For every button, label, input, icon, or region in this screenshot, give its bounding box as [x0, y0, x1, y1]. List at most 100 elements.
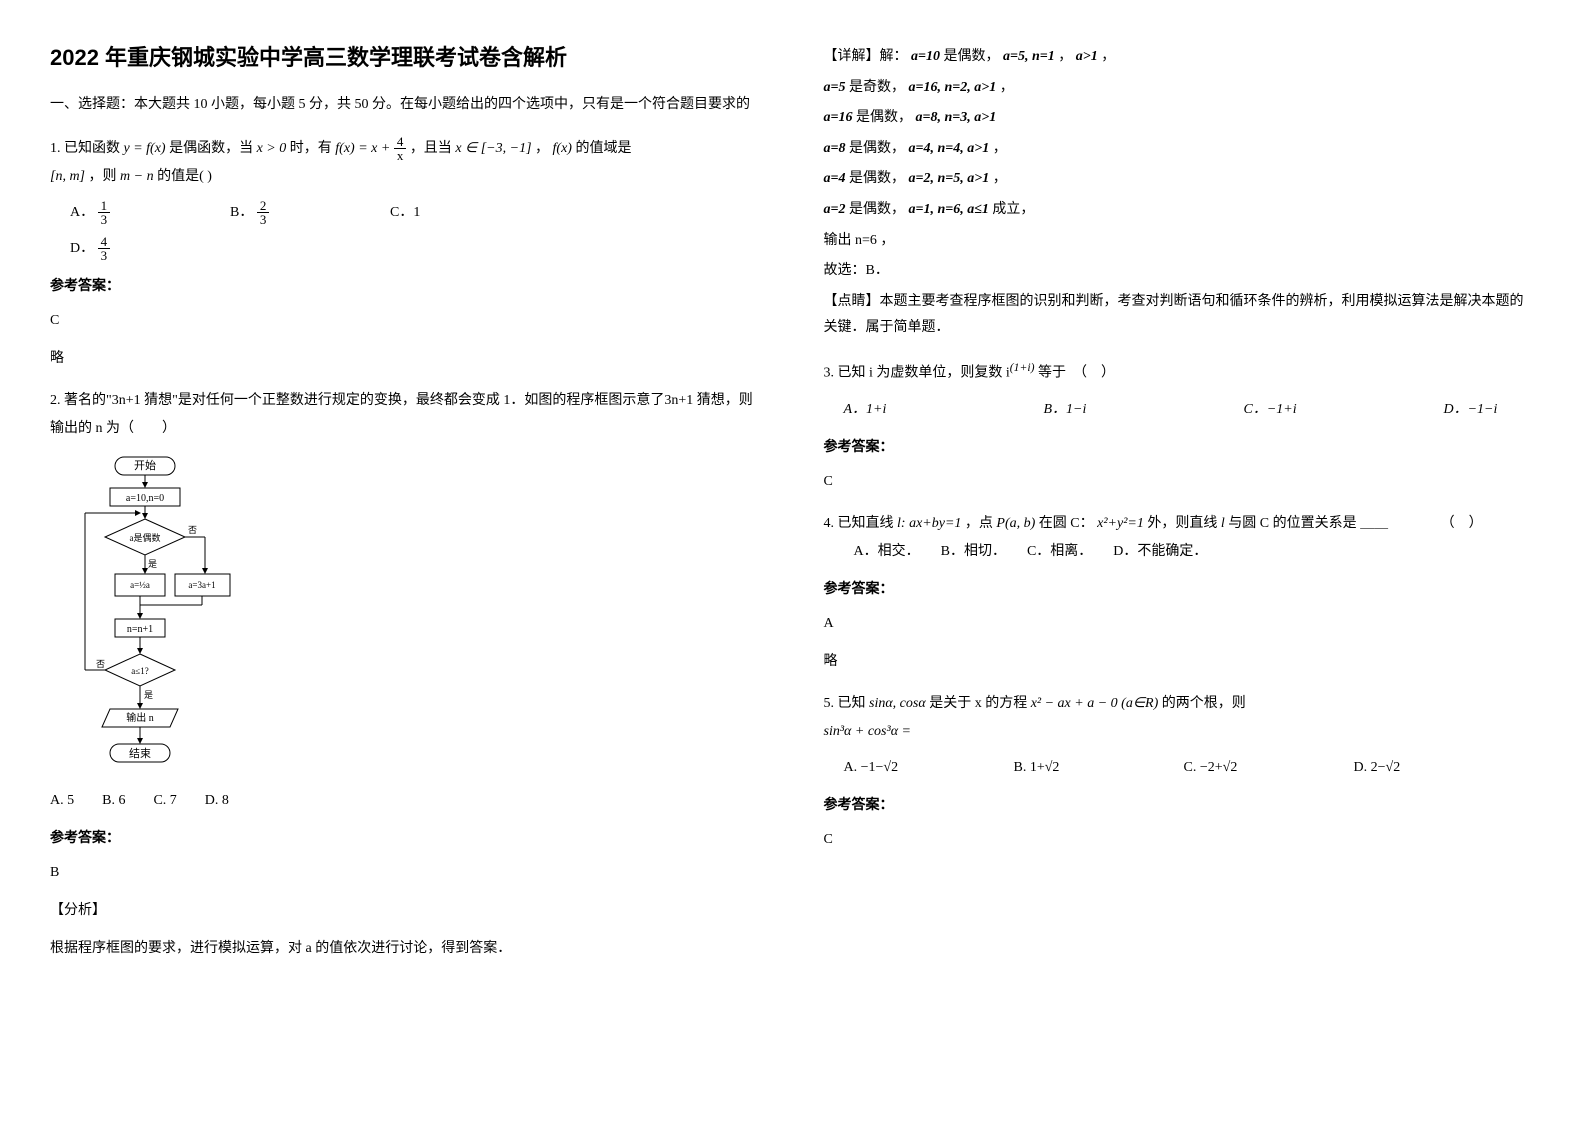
q4-answer-label: 参考答案： [824, 576, 1538, 604]
detail-line6: a=2 是偶数， a=1, n=6, a≤1 成立， [824, 197, 1538, 224]
q1-optD-den: 3 [98, 249, 111, 262]
q1-mid2: 时，有 [290, 141, 332, 156]
q5-optC: C. −2+√2 [1184, 754, 1264, 782]
d-s3a: a=16 [824, 110, 853, 125]
q1-cond2: x ∈ [−3, −1] [455, 141, 531, 156]
q4-l2: l [1221, 516, 1225, 531]
q1-mid3: ，且当 [410, 141, 452, 156]
d-s3c: a=8, n=3, a>1 [915, 110, 996, 125]
q1-optC: C．1 [390, 199, 470, 227]
svg-text:是: 是 [144, 690, 153, 700]
q1-optD-num: 4 [98, 235, 111, 249]
detail-label: 【详解】解： [824, 49, 908, 64]
detail-line4: a=8 是偶数， a=4, n=4, a>1 ， [824, 136, 1538, 163]
q5-optA: A. −1−√2 [844, 754, 924, 782]
d-s6c: a=1, n=6, a≤1 [908, 202, 988, 217]
q1-feq: y = f(x) [124, 141, 166, 156]
d-s5b: 是偶数， [849, 171, 905, 186]
q1-l2d: 的值是( ) [157, 169, 212, 184]
q1-text: 1. 已知函数 y = f(x) 是偶函数，当 x > 0 时，有 f(x) =… [50, 135, 764, 163]
q5-text-a: 5. 已知 [824, 696, 866, 711]
q1-options-row1: A． 13 B． 23 C．1 [50, 199, 764, 227]
d-s6b: 是偶数， [849, 202, 905, 217]
q1-optA-label: A． [70, 205, 94, 220]
d-s6a: a=2 [824, 202, 846, 217]
detail-comment-label: 【点睛】 [824, 294, 880, 309]
q5-options: A. −1−√2 B. 1+√2 C. −2+√2 D. 2−√2 [824, 754, 1538, 782]
svg-text:a是偶数: a是偶数 [130, 532, 161, 543]
q4-text-c: 在圆 C： [1039, 516, 1094, 531]
q4-text-a: 4. 已知直线 [824, 516, 894, 531]
detail-comment-text: 本题主要考查程序框图的识别和判断，考查对判断语句和循环条件的辨析，利用模拟运算法… [824, 294, 1524, 336]
d-s4b: 是偶数， [849, 141, 905, 156]
q2-answer-label: 参考答案： [50, 825, 764, 853]
q1-options-row2: D． 43 [50, 235, 764, 263]
right-column: 【详解】解： a=10 是偶数， a=5, n=1 ， a>1 ， a=5 是奇… [824, 40, 1538, 977]
q1-frac-num: 4 [394, 135, 407, 149]
d-s1b: 是偶数， [943, 49, 999, 64]
d-s6d: 成立， [992, 202, 1034, 217]
q1-optD: D． 43 [70, 235, 150, 263]
q1-frac: 4x [394, 135, 407, 162]
d-s2d: ， [1000, 80, 1014, 95]
q3-answer-label: 参考答案： [824, 434, 1538, 462]
q1-frac-den: x [394, 149, 407, 162]
flowchart: 开始 a=10,n=0 a是偶数 否 是 a=½a [70, 455, 250, 775]
section-header: 一、选择题：本大题共 10 小题，每小题 5 分，共 50 分。在每小题给出的四… [50, 92, 764, 117]
q1-optB-den: 3 [257, 213, 270, 226]
q2-analysis: 根据程序框图的要求，进行模拟运算，对 a 的值依次进行讨论，得到答案． [50, 935, 764, 963]
q1-optD-frac: 43 [98, 235, 111, 262]
d-s1a: a=10 [911, 49, 940, 64]
q4-opts: A．相交． B．相切． C．相离． D．不能确定． [824, 538, 1538, 566]
q5-text: 5. 已知 sinα, cosα 是关于 x 的方程 x² − ax + a −… [824, 690, 1538, 718]
page-container: 2022 年重庆钢城实验中学高三数学理联考试卷含解析 一、选择题：本大题共 10… [50, 40, 1537, 977]
q1-optB-frac: 23 [257, 199, 270, 226]
q3-text: 3. 已知 i 为虚数单位，则复数 i(1+i) 等于 （ ） [824, 356, 1538, 388]
q4-text: 4. 已知直线 l: ax+by=1 ，点 P(a, b) 在圆 C： x²+y… [824, 510, 1538, 538]
q3-optC: C．−1+i [1244, 396, 1324, 424]
q1-mid1: 是偶函数，当 [169, 141, 253, 156]
q5-optD: D. 2−√2 [1354, 754, 1434, 782]
q3-optA: A．1+i [844, 396, 924, 424]
q4-eq2: x²+y²=1 [1097, 516, 1144, 531]
q1-answer-label: 参考答案： [50, 273, 764, 301]
d-s1c: a=5, n=1 [1003, 49, 1055, 64]
q3-options: A．1+i B．1−i C．−1+i D．−1−i [824, 396, 1538, 424]
q1-optB-label: B． [230, 205, 253, 220]
q2-text: 2. 著名的"3n+1 猜想"是对任何一个正整数进行规定的变换，最终都会变成 1… [50, 387, 764, 443]
q1-formula: f(x) = x + [335, 141, 394, 156]
q1-l2b: ，则 [89, 169, 117, 184]
q5-text-b: 是关于 x 的方程 [929, 696, 1027, 711]
q5-text-c: 的两个根，则 [1162, 696, 1246, 711]
q1-answer-sub: 略 [50, 345, 764, 373]
q4-answer: A [824, 610, 1538, 638]
detail-line3: a=16 是偶数， a=8, n=3, a>1 [824, 105, 1538, 132]
q1-l2c: m − n [120, 169, 154, 184]
q4-text-d: 外，则直线 [1147, 516, 1217, 531]
question-1: 1. 已知函数 y = f(x) 是偶函数，当 x > 0 时，有 f(x) =… [50, 135, 764, 373]
q1-cond1: x > 0 [257, 141, 287, 156]
q5-trig: sinα, cosα [869, 696, 926, 711]
q1-optA: A． 13 [70, 199, 150, 227]
detail-comment: 【点睛】本题主要考查程序框图的识别和判断，考查对判断语句和循环条件的辨析，利用模… [824, 289, 1538, 342]
d-s2b: 是奇数， [849, 80, 905, 95]
q1-mid4: ， [535, 141, 549, 156]
q5-answer-label: 参考答案： [824, 792, 1538, 820]
q3-text-a: 3. 已知 i 为虚数单位，则复数 i [824, 366, 1010, 381]
q2-analysis-label: 【分析】 [50, 897, 764, 925]
q1-optA-frac: 13 [98, 199, 111, 226]
q4-blank: ＿＿ [1360, 516, 1388, 531]
d-s4c: a=4, n=4, a>1 [908, 141, 989, 156]
q1-mid5: 的值域是 [575, 141, 631, 156]
q1-answer: C [50, 307, 764, 335]
detail-choice: 故选：B． [824, 258, 1538, 285]
d-s5d: ， [993, 171, 1007, 186]
q3-optD: D．−1−i [1444, 396, 1524, 424]
q1-optB-num: 2 [257, 199, 270, 213]
q4-paren: （ ） [1441, 516, 1483, 531]
d-s1d: ， [1058, 49, 1072, 64]
svg-text:a=½a: a=½a [130, 580, 150, 590]
q1-fx: f(x) [553, 141, 572, 156]
d-s1e: a>1 [1076, 49, 1098, 64]
q4-text-e: 与圆 C 的位置关系是 [1228, 516, 1356, 531]
